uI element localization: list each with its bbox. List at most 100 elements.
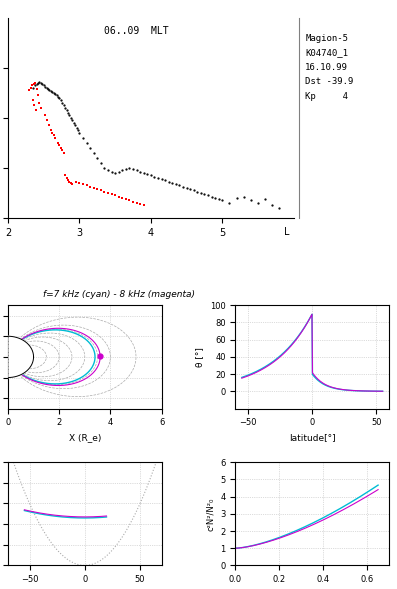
Point: [198, 188, 204, 197]
Point: [180, 182, 186, 191]
Point: [155, 173, 161, 183]
Point: [65, 108, 71, 117]
Point: [112, 168, 118, 177]
Text: Magion-5
K04740_1
16.10.99
Dst -39.9
Kp     4: Magion-5 K04740_1 16.10.99 Dst -39.9 Kp …: [305, 34, 354, 101]
Point: [141, 168, 147, 177]
Point: [126, 163, 133, 173]
Point: [83, 181, 90, 190]
Point: [32, 81, 38, 90]
Point: [80, 179, 86, 188]
Point: [69, 115, 75, 125]
Point: [112, 191, 118, 200]
Point: [60, 148, 67, 157]
Point: [133, 166, 140, 175]
Point: [248, 196, 254, 205]
Point: [75, 125, 81, 135]
Point: [45, 84, 51, 94]
Point: [49, 87, 56, 97]
Point: [49, 128, 56, 137]
Point: [30, 95, 36, 105]
Point: [38, 103, 44, 112]
Point: [44, 115, 50, 125]
Point: [212, 193, 218, 203]
Point: [59, 98, 66, 107]
Point: [226, 198, 233, 207]
Point: [50, 88, 57, 97]
Point: [123, 194, 129, 204]
Point: [73, 123, 80, 133]
Point: [42, 82, 48, 91]
Point: [60, 101, 67, 110]
Point: [76, 128, 83, 137]
Point: [50, 131, 57, 140]
Point: [137, 167, 143, 177]
Point: [40, 81, 47, 90]
Point: [33, 105, 39, 115]
Point: [141, 201, 147, 210]
Point: [98, 158, 104, 167]
Point: [176, 181, 183, 190]
Point: [119, 166, 125, 175]
Point: [46, 85, 52, 94]
Point: [32, 78, 38, 87]
Point: [53, 91, 60, 100]
Point: [67, 113, 74, 123]
Point: [29, 81, 35, 90]
Y-axis label: c²N²/N²₀: c²N²/N²₀: [206, 497, 215, 531]
Point: [64, 105, 70, 115]
Polygon shape: [0, 336, 34, 378]
Point: [48, 86, 54, 95]
Point: [26, 85, 33, 95]
Point: [169, 178, 175, 187]
Point: [216, 194, 222, 204]
Point: [73, 177, 79, 187]
Point: [148, 171, 154, 180]
Point: [108, 167, 115, 177]
Point: [137, 199, 143, 209]
Point: [205, 191, 211, 200]
Point: [38, 78, 44, 87]
Point: [62, 103, 68, 112]
Point: [151, 172, 158, 181]
Text: f=7 kHz (cyan) - 8 kHz (magenta): f=7 kHz (cyan) - 8 kHz (magenta): [43, 290, 195, 299]
Point: [55, 138, 61, 147]
Point: [87, 143, 93, 153]
Point: [91, 148, 97, 157]
Point: [241, 192, 247, 201]
Point: [83, 138, 90, 147]
Point: [123, 164, 129, 174]
Point: [36, 77, 42, 87]
Point: [191, 186, 197, 195]
Point: [46, 121, 52, 130]
Point: [233, 193, 240, 203]
Point: [35, 91, 41, 100]
Point: [219, 196, 225, 205]
Point: [130, 164, 136, 174]
Point: [52, 133, 58, 143]
Point: [94, 184, 100, 194]
Point: [173, 179, 179, 188]
Point: [94, 153, 100, 163]
Point: [158, 174, 165, 184]
Point: [33, 84, 40, 94]
Point: [101, 187, 108, 197]
Point: [31, 101, 38, 110]
Point: [58, 95, 64, 105]
Point: [55, 92, 61, 101]
Y-axis label: θ [°]: θ [°]: [195, 347, 204, 367]
Point: [30, 83, 36, 92]
Point: [101, 163, 108, 173]
Point: [33, 79, 40, 88]
Point: [262, 194, 268, 204]
Point: [80, 133, 86, 143]
Point: [67, 178, 74, 187]
Text: L: L: [284, 227, 289, 237]
Point: [276, 203, 283, 213]
X-axis label: X (R_e): X (R_e): [69, 433, 101, 442]
Point: [36, 98, 42, 107]
Point: [62, 171, 68, 180]
Point: [91, 183, 97, 193]
Point: [208, 192, 215, 201]
Point: [76, 178, 83, 187]
Point: [119, 193, 125, 203]
